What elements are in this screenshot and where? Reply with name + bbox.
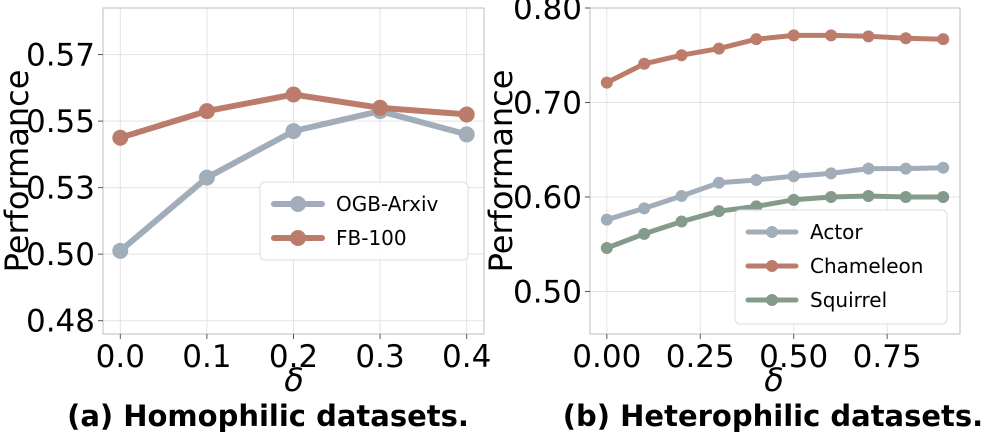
y-axis-label-a: Performance [0,70,36,273]
data-point-fb-100 [372,99,389,116]
y-tick-label-b: 0.70 [513,85,582,121]
x-tick-label-b: 0.50 [759,339,828,375]
data-point-actor [937,161,950,174]
plot-frame-b [589,7,961,335]
data-point-actor [899,162,912,175]
data-point-chameleon [787,29,800,42]
legend-box-b [734,209,948,325]
data-point-squirrel [675,215,688,228]
y-tick-label-a: 0.55 [26,104,95,140]
data-point-ogb-arxiv [458,126,475,143]
series-line-actor [604,165,946,223]
data-point-squirrel [937,190,950,203]
x-tick-label-a: 0.0 [96,339,145,375]
y-tick-label-a: 0.48 [26,304,95,340]
data-point-actor [675,190,688,203]
data-point-actor [787,170,800,183]
y-tick-label-a: 0.50 [26,237,95,273]
data-point-fb-100 [112,129,129,146]
data-point-actor [638,202,651,215]
data-point-actor [712,176,725,189]
series-line-squirrel [604,193,946,251]
data-point-actor [750,173,763,186]
x-tick-label-b: 0.00 [572,339,641,375]
data-point-squirrel [638,227,651,240]
data-point-chameleon [675,49,688,62]
data-point-squirrel [600,242,613,255]
y-tick-label-b: 0.50 [513,274,582,310]
data-point-actor [825,167,838,180]
legend-label-chameleon: Chameleon [810,254,923,278]
x-tick-label-a: 0.2 [269,339,318,375]
data-point-actor [600,213,613,226]
caption-b: (b) Heterophilic datasets. [563,399,983,433]
caption-a: (a) Homophilic datasets. [67,399,469,433]
legend-a: OGB-Arxiv FB-100 [259,181,469,261]
data-point-chameleon [899,32,912,45]
data-point-squirrel [750,200,763,213]
y-tick-label-b: 0.60 [513,180,582,216]
legend-label-ogb-arxiv: OGB-Arxiv [336,192,438,216]
y-tick-label-a: 0.53 [26,171,95,207]
legend-label-squirrel: Squirrel [810,288,887,312]
legend-label-fb-100: FB-100 [336,226,407,250]
x-tick-label-b: 0.25 [666,339,735,375]
data-point-ogb-arxiv [285,123,302,140]
data-point-squirrel [862,190,875,203]
y-tick-label-b: 0.80 [513,0,582,27]
data-point-chameleon [825,29,838,42]
data-point-actor [862,162,875,175]
x-tick-label-a: 0.4 [442,339,491,375]
legend-marker-actor [766,226,778,238]
x-axis-label-b: δ [764,361,784,399]
data-point-squirrel [899,190,912,203]
data-point-chameleon [712,42,725,55]
panel-heterophilic: 0.00 0.25 0.50 0.75 0.50 0.60 0.70 0.80 Perform… [482,0,983,433]
data-point-squirrel [787,193,800,206]
data-point-chameleon [750,33,763,46]
x-axis-label-a: δ [284,361,304,399]
legend-marker-squirrel [766,294,778,306]
legend-marker-chameleon [766,260,778,272]
legend-b: Actor Chameleon Squirrel [734,209,948,325]
data-point-fb-100 [198,103,215,120]
x-tick-label-a: 0.1 [182,339,231,375]
y-axis-label-b: Performance [482,70,520,273]
data-point-ogb-arxiv [112,242,129,259]
data-point-squirrel [712,205,725,218]
legend-label-actor: Actor [810,220,863,244]
data-point-chameleon [600,76,613,89]
panel-homophilic: 0.0 0.1 0.2 0.3 0.4 0.48 0.50 0.53 0.55 0.57 Perf… [0,7,491,433]
legend-marker-fb-100 [290,230,306,246]
data-point-fb-100 [458,106,475,123]
x-tick-label-a: 0.3 [355,339,404,375]
data-point-chameleon [937,33,950,46]
data-point-squirrel [825,190,838,203]
data-point-chameleon [638,57,651,70]
data-point-chameleon [862,30,875,43]
y-tick-label-a: 0.57 [26,38,95,74]
data-point-fb-100 [285,86,302,103]
legend-marker-ogb-arxiv [290,196,306,212]
data-point-ogb-arxiv [198,169,215,186]
x-tick-label-b: 0.75 [853,339,922,375]
series-line-chameleon [604,32,946,86]
